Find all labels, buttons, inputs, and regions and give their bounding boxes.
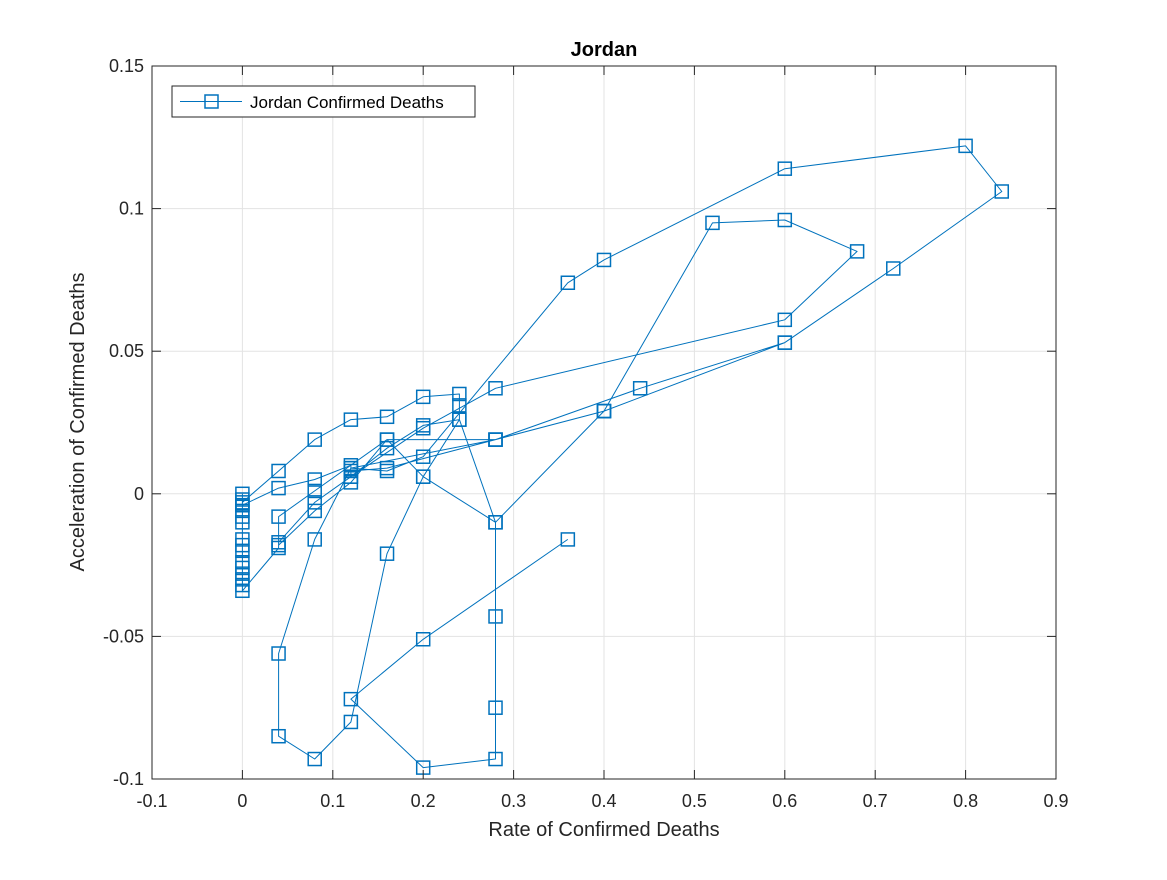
data-point-marker [705,215,720,231]
data-point-marker [452,398,467,413]
data-point-marker [596,252,612,268]
legend-marker-square [204,94,219,109]
data-point-marker [777,335,793,350]
data-point-marker [596,403,612,419]
data-point-marker [271,537,286,553]
data-point-marker [343,412,359,427]
data-point-marker [777,312,793,328]
data-point-marker [488,515,503,530]
data-point-marker [271,480,286,496]
data-point-marker [488,432,503,447]
data-point-marker [415,389,431,405]
data-point-marker [307,432,322,447]
data-point-marker [452,386,467,402]
data-point-marker [488,751,503,767]
data-point-marker [379,409,395,425]
x-axis-label: Rate of Confirmed Deaths [488,819,719,841]
x-tick-label: 0 [237,791,247,811]
data-point-marker [632,381,648,396]
data-point-marker [560,532,576,547]
legend[interactable]: Jordan Confirmed Deaths [171,85,476,118]
x-tick-label: 0.5 [682,791,707,811]
data-point-marker [777,161,793,176]
data-point-marker [271,463,286,479]
x-tick-label: 0.9 [1043,791,1068,811]
data-point-marker [415,469,431,484]
data-point-marker [415,632,431,647]
data-point-marker [235,583,250,599]
data-point-marker [271,728,286,744]
data-point-marker [271,646,286,661]
x-tick-label: 0.8 [953,791,978,811]
data-point-marker [488,609,503,624]
x-tick-label: 0.7 [863,791,888,811]
chart-title: Jordan [571,39,638,61]
data-point-marker [235,497,250,513]
data-point-marker [488,700,503,715]
x-tick-label: 0.2 [411,791,436,811]
data-point-marker [307,472,322,487]
x-tick-label: 0.1 [320,791,345,811]
series-line [241,145,1003,769]
data-point-marker [307,495,322,510]
data-point-marker [958,138,973,154]
x-tick-label: -0.1 [136,791,167,811]
data-point-marker [343,714,359,730]
x-tick-label: 0.6 [772,791,797,811]
legend-label: Jordan Confirmed Deaths [250,93,444,112]
data-point-marker [560,275,576,291]
data-point-marker [994,184,1010,199]
data-point-marker [379,440,395,456]
data-point-marker [777,212,793,228]
data-point-marker [307,751,322,767]
data-point-marker [379,460,395,476]
data-point-marker [271,509,286,524]
ticks: -0.1 0 0.1 0.2 0.3 0.4 0.5 0.6 0.7 0.8 0.9 -0.1 -0.0… [103,56,1069,811]
data-point-marker [488,381,503,396]
data-point-marker [415,420,431,436]
data-point-marker [235,515,250,530]
y-tick-label: -0.05 [103,626,144,646]
data-point-marker [452,412,467,427]
data-point-marker [307,483,322,499]
y-tick-label: 0.05 [109,341,144,361]
data-point-marker [307,532,322,547]
x-tick-label: 0.4 [591,791,616,811]
data-point-marker [343,691,359,707]
y-tick-label: -0.1 [113,769,144,789]
data-point-marker [849,244,865,259]
data-point-marker [307,503,322,519]
y-tick-label: 0.1 [119,199,144,219]
data-point-marker [886,261,901,276]
data-point-marker [343,460,359,476]
data-point-marker [379,546,395,561]
y-tick-label: 0 [134,484,144,504]
data-point-marker [235,543,250,559]
series-layer [235,138,1010,775]
data-point-marker [379,432,395,447]
x-tick-label: 0.3 [501,791,526,811]
y-tick-label: 0.15 [109,56,144,76]
y-axis-label: Acceleration of Confirmed Deaths [67,272,89,571]
data-point-marker [415,449,431,464]
